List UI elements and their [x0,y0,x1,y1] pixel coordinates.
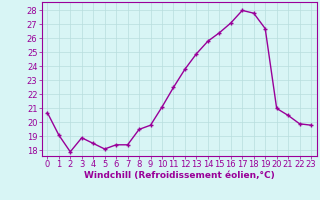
X-axis label: Windchill (Refroidissement éolien,°C): Windchill (Refroidissement éolien,°C) [84,171,275,180]
